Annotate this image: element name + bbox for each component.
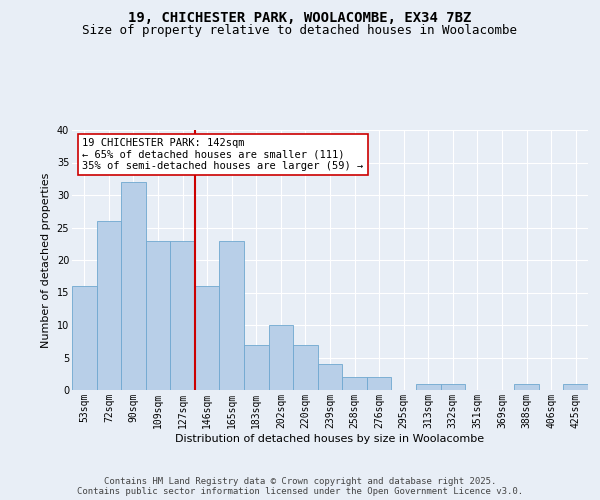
Text: 19 CHICHESTER PARK: 142sqm
← 65% of detached houses are smaller (111)
35% of sem: 19 CHICHESTER PARK: 142sqm ← 65% of deta…	[82, 138, 364, 171]
Bar	[416, 384, 440, 390]
Bar	[195, 286, 220, 390]
Bar	[367, 377, 391, 390]
Bar	[146, 240, 170, 390]
Y-axis label: Number of detached properties: Number of detached properties	[41, 172, 51, 348]
Bar	[72, 286, 97, 390]
X-axis label: Distribution of detached houses by size in Woolacombe: Distribution of detached houses by size …	[175, 434, 485, 444]
Bar	[440, 384, 465, 390]
Text: 19, CHICHESTER PARK, WOOLACOMBE, EX34 7BZ: 19, CHICHESTER PARK, WOOLACOMBE, EX34 7B…	[128, 11, 472, 25]
Bar	[342, 377, 367, 390]
Text: Contains HM Land Registry data © Crown copyright and database right 2025.: Contains HM Land Registry data © Crown c…	[104, 477, 496, 486]
Bar	[244, 344, 269, 390]
Bar	[563, 384, 588, 390]
Bar	[220, 240, 244, 390]
Text: Contains public sector information licensed under the Open Government Licence v3: Contains public sector information licen…	[77, 487, 523, 496]
Bar	[121, 182, 146, 390]
Bar	[514, 384, 539, 390]
Bar	[170, 240, 195, 390]
Bar	[97, 221, 121, 390]
Text: Size of property relative to detached houses in Woolacombe: Size of property relative to detached ho…	[83, 24, 517, 37]
Bar	[318, 364, 342, 390]
Bar	[293, 344, 318, 390]
Bar	[269, 325, 293, 390]
